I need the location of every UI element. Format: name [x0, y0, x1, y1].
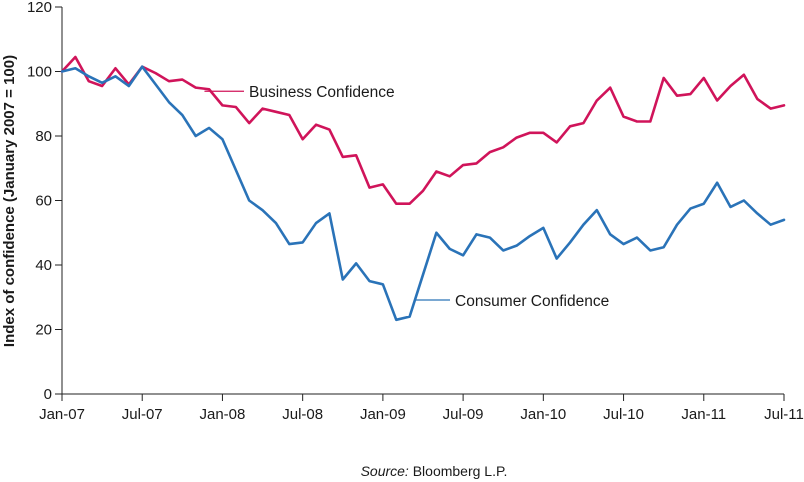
- x-tick-label: Jul-09: [443, 406, 484, 423]
- x-tick-label: Jan-08: [200, 406, 246, 423]
- x-tick-label: Jan-11: [681, 406, 726, 423]
- y-tick-label: 60: [35, 193, 52, 210]
- x-tick-label: Jul-08: [282, 406, 323, 423]
- x-tick-label: Jul-11: [764, 406, 804, 423]
- source-text: Bloomberg L.P.: [409, 463, 508, 479]
- axes: 0 20 40 60 80 100 120 Jan-07 Jul-07 Jan-08 Jul-08 J…: [27, 0, 804, 423]
- y-tick-label: 120: [27, 0, 52, 16]
- y-tick-label: 0: [44, 386, 52, 403]
- series-lines: [60, 55, 786, 322]
- y-tick-label: 80: [35, 128, 52, 145]
- source-note: Source: Bloomberg L.P.: [361, 463, 508, 479]
- consumer-confidence-label: Consumer Confidence: [455, 293, 609, 310]
- source-prefix: Source:: [361, 463, 409, 479]
- x-tick-label: Jul-10: [603, 406, 644, 423]
- callouts: Business Confidence Consumer Confidence: [204, 84, 609, 310]
- y-tick-label: 20: [35, 322, 52, 339]
- x-tick-label: Jan-07: [39, 406, 85, 423]
- business-confidence-label: Business Confidence: [249, 84, 395, 101]
- x-tick-label: Jul-07: [122, 406, 163, 423]
- x-tick-label: Jan-10: [520, 406, 566, 423]
- consumer-confidence-line: [60, 65, 786, 322]
- x-tick-label: Jan-09: [360, 406, 406, 423]
- y-tick-label: 40: [35, 257, 52, 274]
- business-confidence-line: [60, 55, 786, 206]
- y-tick-label: 100: [27, 64, 52, 81]
- y-axis-label: Index of confidence (January 2007 = 100): [1, 55, 18, 347]
